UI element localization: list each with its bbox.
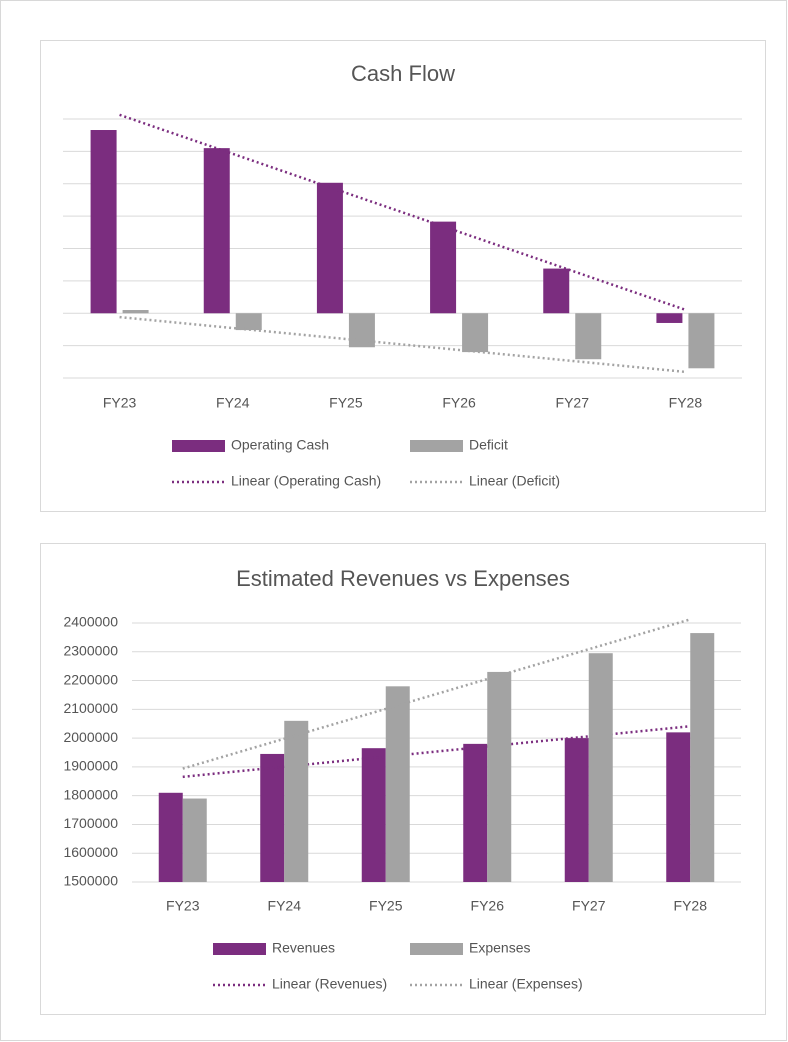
y-tick-label: 1700000 [63,815,118,831]
x-tick-label: FY25 [369,898,403,914]
chart-title: Estimated Revenues vs Expenses [236,566,570,591]
bar [385,686,410,882]
x-tick-label: FY27 [556,395,590,411]
chart-panel [40,40,766,512]
y-tick-label: 2100000 [63,700,118,716]
bar [690,633,715,882]
bar [316,182,343,314]
x-tick-label: FY25 [329,395,363,411]
bar [656,313,683,323]
x-tick-label: FY27 [572,898,606,914]
bar [430,221,457,314]
bar [203,148,230,314]
legend-label: Linear (Deficit) [469,473,560,489]
chart-title: Cash Flow [351,61,455,86]
legend-label: Deficit [469,437,508,453]
y-tick-label: 2300000 [63,642,118,658]
legend-label: Linear (Expenses) [469,976,583,992]
y-tick-label: 1500000 [63,873,118,889]
bar [462,313,489,353]
trendline [182,618,691,770]
bar [487,671,512,882]
bar [575,313,602,360]
legend-swatch [172,440,225,452]
x-tick-label: FY23 [103,395,137,411]
x-tick-label: FY28 [669,395,703,411]
legend-label: Revenues [272,940,335,956]
bar [284,720,309,882]
legend-label: Linear (Revenues) [272,976,387,992]
y-tick-label: 2000000 [63,729,118,745]
bar [348,313,375,348]
y-tick-label: 2200000 [63,671,118,687]
legend-label: Linear (Operating Cash) [231,473,381,489]
y-tick-label: 2400000 [63,614,118,630]
bar [182,798,207,882]
bar [158,792,183,882]
legend-swatch [410,943,463,955]
legend-label: Operating Cash [231,437,329,453]
bar [543,268,570,314]
bar [235,313,262,331]
legend-label: Expenses [469,940,530,956]
x-tick-label: FY26 [471,898,505,914]
y-tick-label: 1800000 [63,786,118,802]
legend-swatch [410,440,463,452]
bar [260,753,285,882]
x-tick-label: FY23 [166,898,200,914]
legend-swatch [213,943,266,955]
bar [122,310,149,314]
bar [90,130,117,314]
bar [463,743,488,882]
x-tick-label: FY28 [674,898,708,914]
x-tick-label: FY24 [268,898,302,914]
bar [361,748,386,882]
bar [588,653,613,882]
bar [688,313,715,369]
y-tick-label: 1900000 [63,758,118,774]
bar [564,738,589,882]
bar [666,732,691,882]
y-tick-label: 1600000 [63,844,118,860]
x-tick-label: FY26 [442,395,476,411]
x-tick-label: FY24 [216,395,250,411]
